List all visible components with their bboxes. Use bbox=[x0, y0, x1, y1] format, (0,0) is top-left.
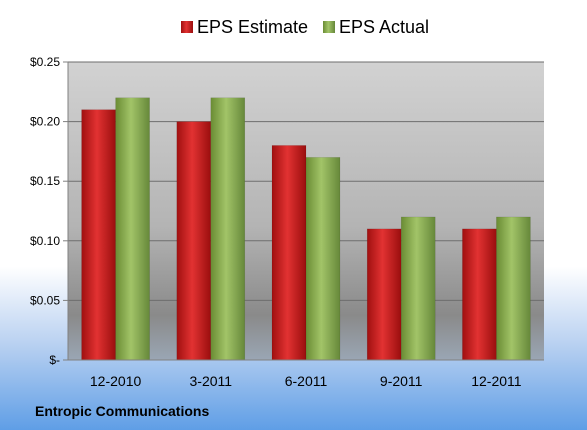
bar-eps-estimate bbox=[366, 228, 402, 361]
x-tick-label: 12-2010 bbox=[90, 373, 142, 389]
bar-eps-actual bbox=[210, 97, 246, 361]
legend: EPS Estimate EPS Actual bbox=[181, 17, 429, 37]
company-name: Entropic Communications bbox=[35, 403, 209, 419]
x-tick-label: 6-2011 bbox=[285, 373, 328, 389]
legend-item-eps-actual-swatch bbox=[323, 21, 335, 33]
bar-eps-actual bbox=[305, 157, 341, 361]
bar-eps-actual bbox=[115, 97, 150, 361]
x-axis: 12-2010 3-2011 6-2011 9-2011 12-2011 bbox=[68, 359, 544, 389]
bar-eps-estimate bbox=[462, 228, 497, 361]
bar-eps-estimate bbox=[271, 145, 307, 361]
y-tick-label: $0.20 bbox=[30, 115, 60, 129]
y-tick-label: $0.25 bbox=[30, 55, 60, 69]
y-tick-label: $0.05 bbox=[30, 293, 60, 307]
legend-item-eps-estimate: EPS Estimate bbox=[197, 17, 308, 37]
x-tick-label: 3-2011 bbox=[190, 373, 233, 389]
bars bbox=[81, 97, 531, 361]
bar-eps-actual bbox=[496, 216, 531, 361]
x-tick-label: 9-2011 bbox=[380, 373, 423, 389]
legend-item-eps-estimate-swatch bbox=[181, 21, 193, 33]
y-axis: $- $0.05 $0.10 $0.15 $0.20 $0.25 bbox=[30, 55, 69, 367]
bar-eps-estimate bbox=[176, 121, 212, 361]
y-tick-label: $- bbox=[49, 353, 60, 367]
bar-eps-estimate bbox=[81, 109, 116, 361]
y-tick-label: $0.10 bbox=[30, 234, 60, 248]
y-tick-label: $0.15 bbox=[30, 174, 60, 188]
x-tick-label: 12-2011 bbox=[471, 373, 522, 389]
bar-eps-actual bbox=[400, 216, 436, 361]
legend-item-eps-actual: EPS Actual bbox=[339, 17, 429, 37]
